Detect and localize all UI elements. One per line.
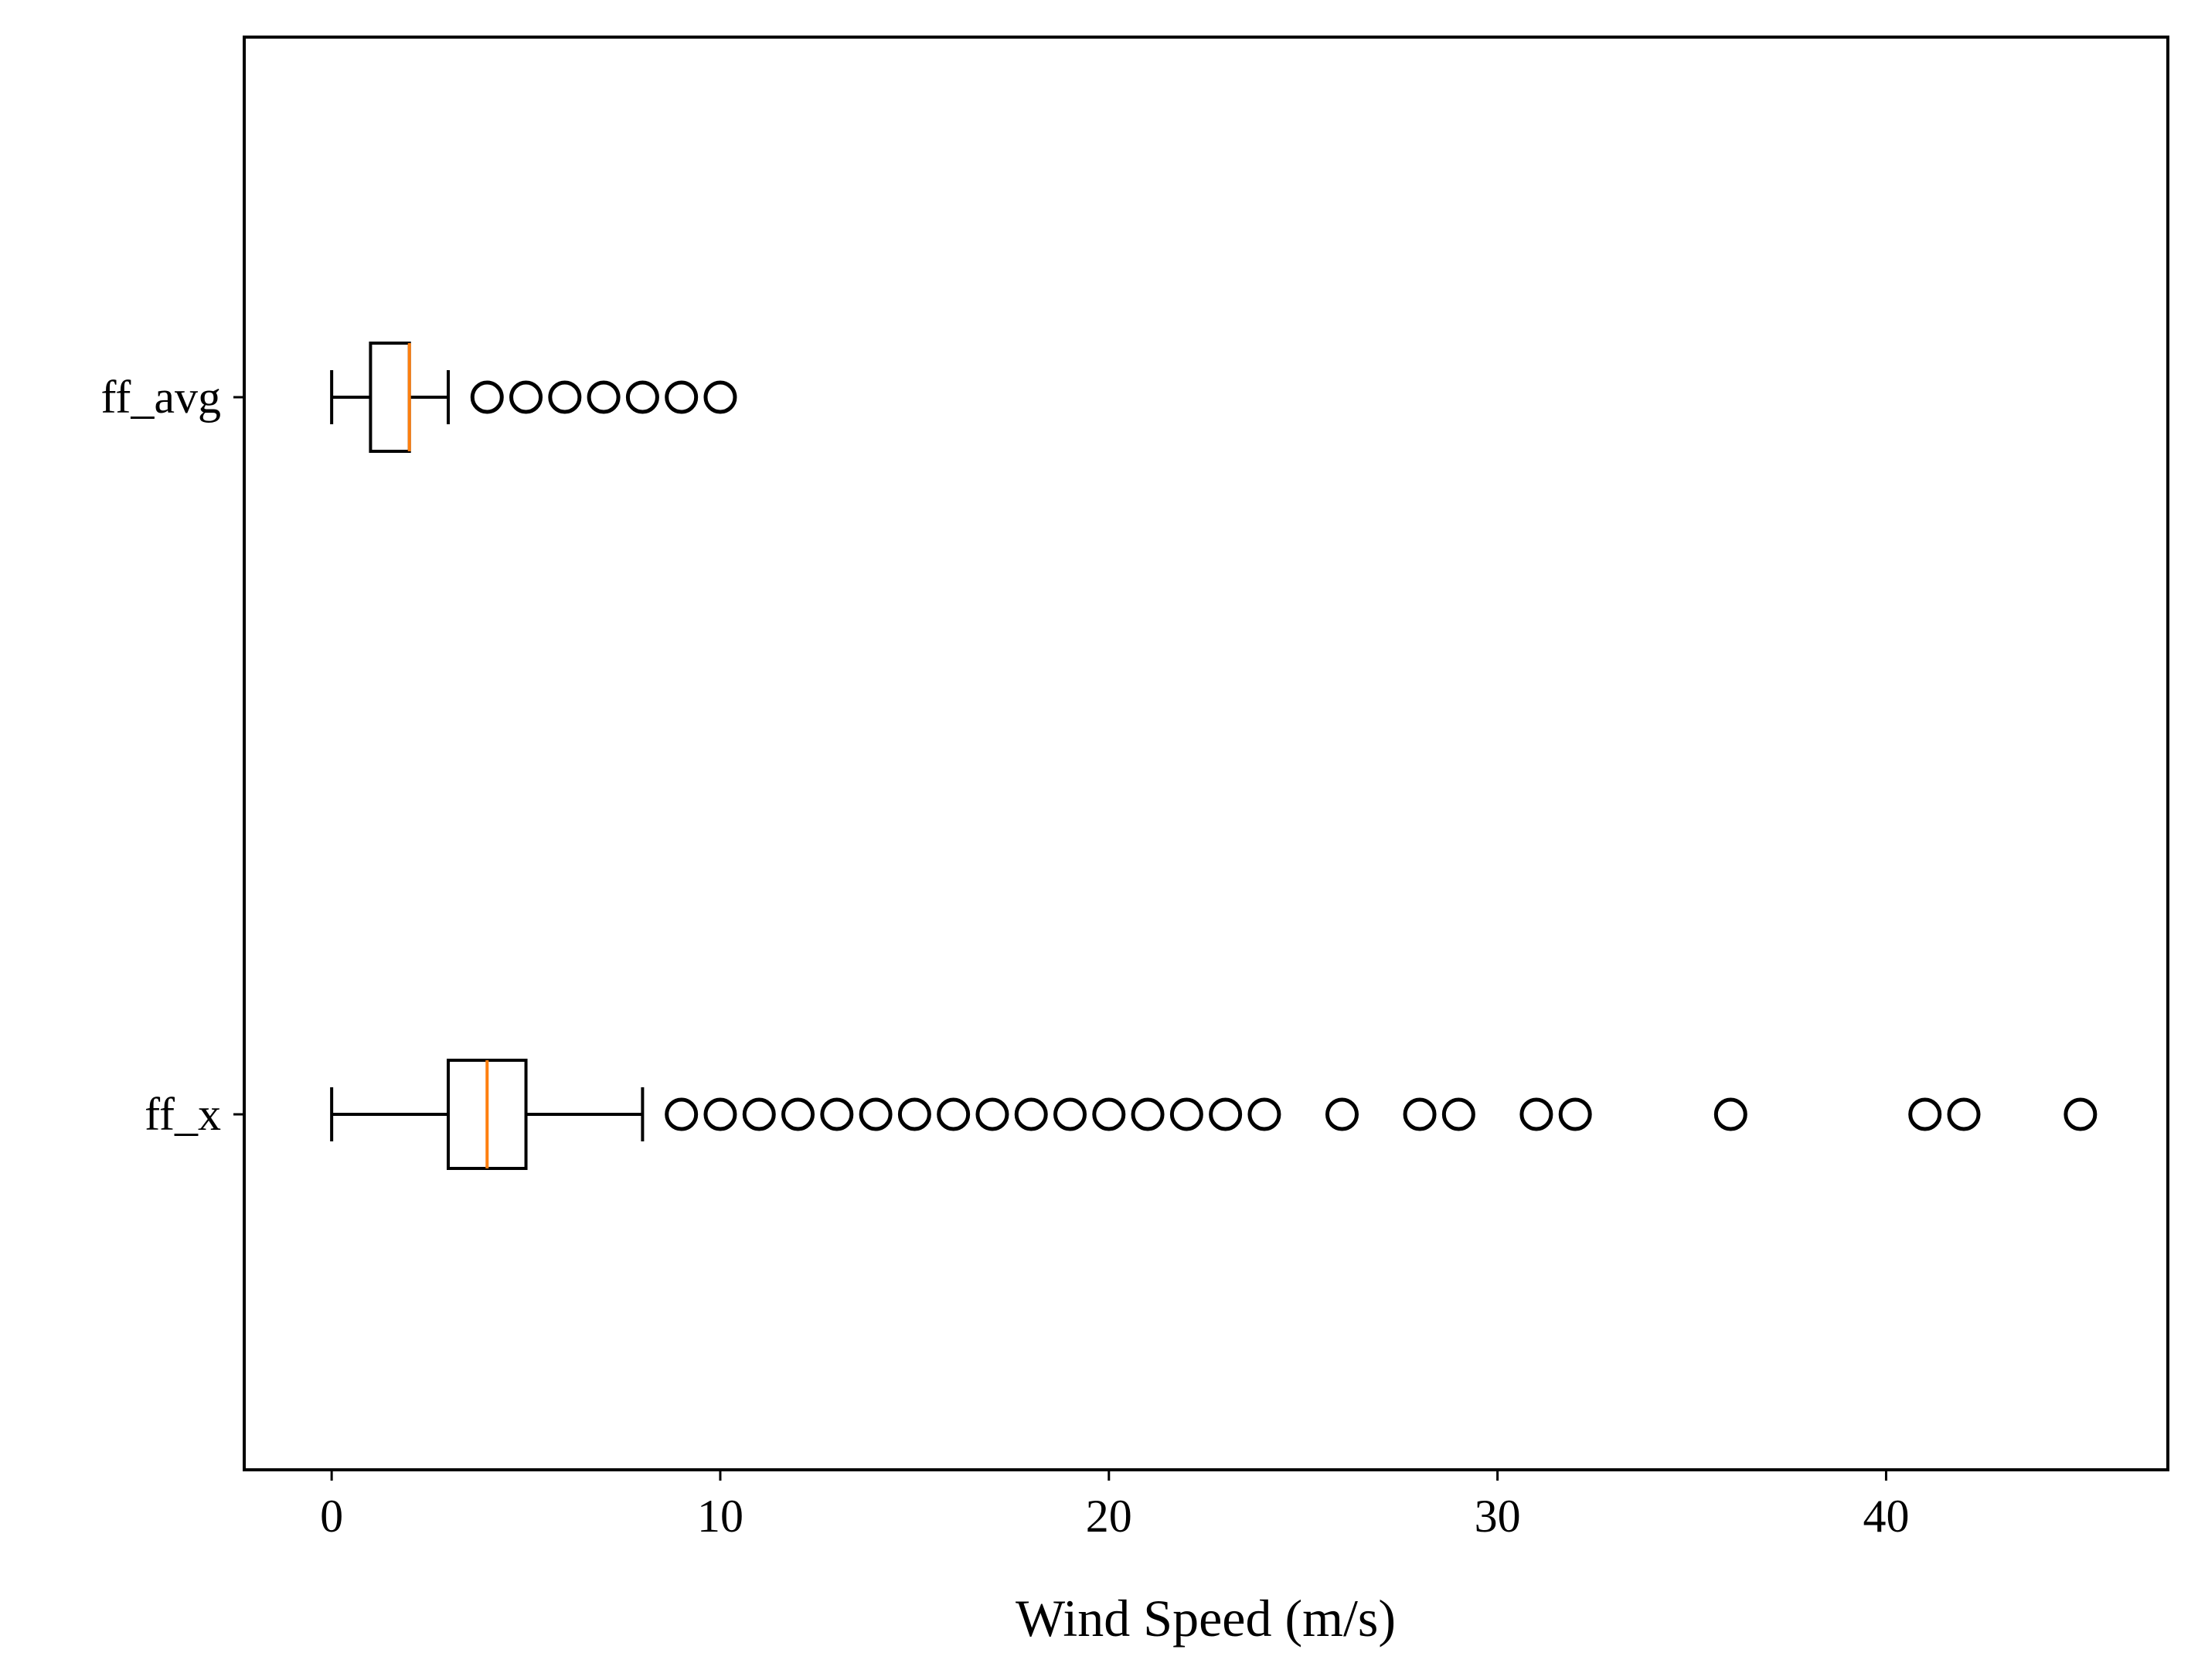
flier-point [1247,1097,1281,1131]
boxplot-ff-avg [330,342,737,453]
flier-point [509,380,543,414]
flier-point [937,1097,971,1131]
flier-point [1947,1097,1981,1131]
flier-point [1519,1097,1553,1131]
flier-point [625,380,659,414]
flier-point [665,380,699,414]
x-tick-label: 30 [1475,1491,1521,1542]
flier-point [548,380,582,414]
flier-point [897,1097,931,1131]
flier-point [1209,1097,1243,1131]
flier-point [820,1097,854,1131]
plot-frame [243,36,2169,1471]
y-tick-label: ff_avg [100,372,221,423]
flier-point [1053,1097,1087,1131]
flier-point [1325,1097,1359,1131]
x-axis-label: Wind Speed (m/s) [1016,1589,1396,1648]
x-tick-label: 20 [1086,1491,1132,1542]
x-tick-label: 10 [697,1491,743,1542]
flier-point [1558,1097,1592,1131]
x-tick-label: 0 [320,1491,343,1542]
flier-point [742,1097,776,1131]
flier-point [1403,1097,1437,1131]
flier-point [1713,1097,1747,1131]
flier-point [703,1097,737,1131]
flier-point [1169,1097,1203,1131]
x-tick-label: 40 [1863,1491,1909,1542]
flier-point [2064,1097,2098,1131]
flier-point [1908,1097,1942,1131]
flier-point [1092,1097,1126,1131]
flier-point [587,380,621,414]
flier-point [665,1097,699,1131]
flier-point [1014,1097,1048,1131]
y-tick-label: ff_x [145,1089,221,1140]
flier-point [1441,1097,1475,1131]
iqr-box [369,342,411,453]
flier-point [1131,1097,1165,1131]
flier-point [703,380,737,414]
flier-point [859,1097,893,1131]
flier-point [470,380,504,414]
flier-point [781,1097,815,1131]
flier-point [975,1097,1009,1131]
boxplot-ff-x [330,1059,2098,1170]
